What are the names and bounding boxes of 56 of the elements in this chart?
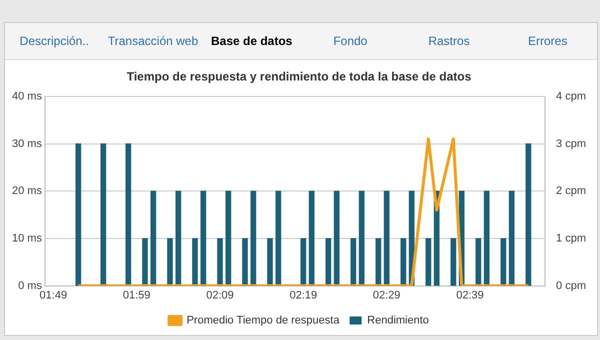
text: Transacción web xyxy=(106,34,200,48)
bar xyxy=(150,190,156,286)
text: Rastros xyxy=(427,34,471,48)
text: Fondo xyxy=(332,34,368,48)
bar xyxy=(500,238,506,286)
bar xyxy=(526,143,532,286)
bar xyxy=(308,190,314,286)
y2-tick-label: 0 cpm xyxy=(556,280,586,292)
bar xyxy=(300,238,306,286)
bar xyxy=(326,238,332,286)
y-tick-label: 10 ms xyxy=(12,232,42,244)
bar xyxy=(376,238,382,286)
y-tick-label: 30 ms xyxy=(12,138,42,150)
x-tick-label: 02:39 xyxy=(456,289,484,302)
bar xyxy=(267,238,273,286)
y2-tick-label: 4 cpm xyxy=(556,90,586,102)
x-tick-label: 01:59 xyxy=(122,289,150,302)
bar xyxy=(250,190,256,286)
bar xyxy=(426,238,432,286)
bar xyxy=(508,190,515,286)
bar xyxy=(450,238,456,286)
bar xyxy=(400,238,406,286)
bar xyxy=(384,190,390,286)
bar xyxy=(176,190,182,286)
bar xyxy=(242,238,248,286)
y2-tick-label: 1 cpm xyxy=(556,232,586,244)
legend-label: Rendimiento xyxy=(367,314,429,327)
x-tick-label: 02:09 xyxy=(206,289,234,302)
bar xyxy=(276,190,282,286)
bar xyxy=(217,238,223,286)
text: Errores xyxy=(527,34,568,48)
bar xyxy=(192,238,198,286)
bar xyxy=(484,190,490,286)
bar xyxy=(125,143,132,286)
legend-label: Promedio Tiempo de respuesta xyxy=(186,314,340,327)
bar xyxy=(200,190,206,286)
x-tick-label: 01:49 xyxy=(40,289,68,302)
bar xyxy=(334,190,340,286)
x-tick-label: 02:29 xyxy=(372,289,400,302)
y-tick-label: 0 ms xyxy=(18,280,42,292)
bar xyxy=(476,238,482,286)
bar xyxy=(75,143,82,286)
chart-title: Tiempo de respuesta y rendimiento de toda la base de datos xyxy=(126,70,472,84)
bar xyxy=(226,190,232,286)
bar xyxy=(142,238,148,286)
x-tick-label: 02:19 xyxy=(290,289,318,302)
y-tick-label: 40 ms xyxy=(12,90,42,102)
bar xyxy=(358,190,364,286)
text: Base de datos xyxy=(210,34,294,48)
y2-tick-label: 3 cpm xyxy=(556,138,586,150)
text: Descripción.. xyxy=(18,34,90,48)
y2-tick-label: 2 cpm xyxy=(556,185,586,198)
bar xyxy=(100,143,106,286)
bar xyxy=(350,238,356,286)
bar xyxy=(167,238,173,286)
y-tick-label: 20 ms xyxy=(12,185,42,198)
